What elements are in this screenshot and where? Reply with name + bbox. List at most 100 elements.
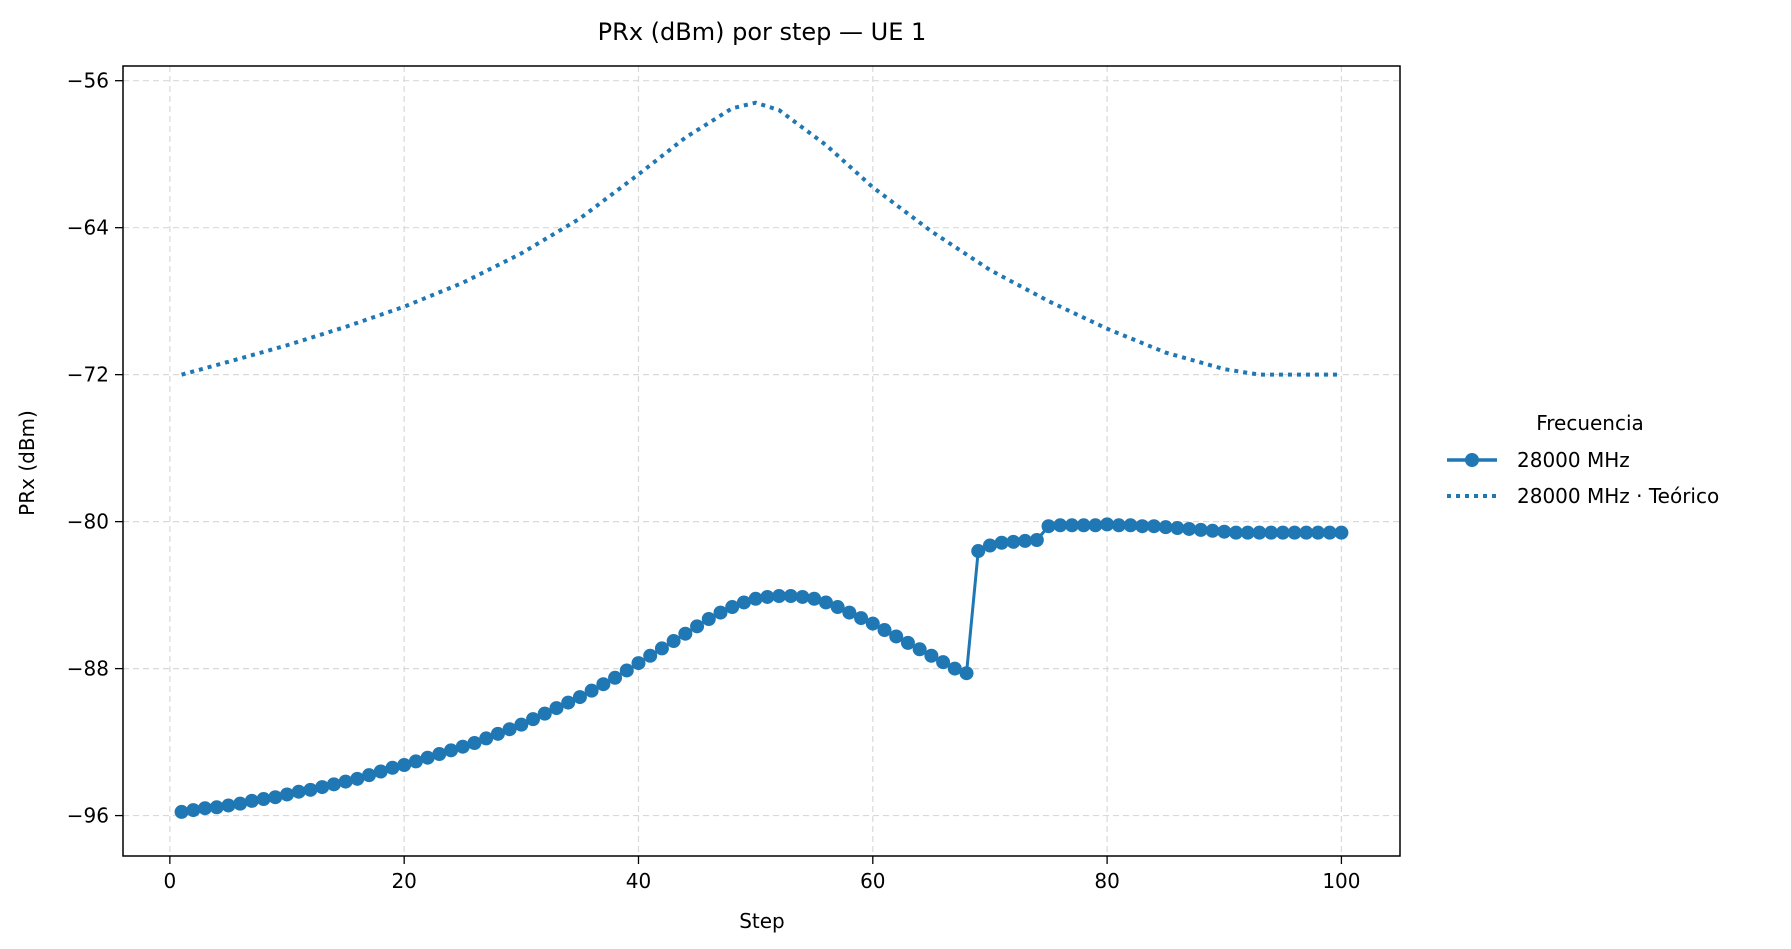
data-point	[1264, 525, 1279, 540]
y-tick-label: −80	[67, 510, 109, 534]
legend-title: Frecuencia	[1536, 411, 1644, 435]
data-point	[1135, 519, 1150, 534]
axes-layer	[122, 65, 1401, 857]
data-point	[221, 798, 236, 813]
data-point	[1088, 518, 1103, 533]
data-point	[1205, 523, 1220, 538]
x-tick-label: 20	[391, 869, 416, 893]
data-point	[631, 656, 646, 671]
x-axis-label: Step	[739, 909, 785, 933]
data-point	[303, 782, 318, 797]
data-point	[1053, 518, 1068, 533]
data-point	[338, 774, 353, 789]
data-point	[690, 619, 705, 634]
data-point	[315, 780, 330, 795]
data-point	[1064, 518, 1079, 533]
data-point	[701, 612, 716, 626]
data-point	[326, 777, 341, 792]
legend-label-theoretical: 28000 MHz · Teórico	[1517, 484, 1719, 508]
data-point	[854, 611, 869, 626]
data-point	[455, 739, 470, 754]
data-point	[818, 595, 833, 610]
data-point	[666, 634, 681, 649]
data-point	[244, 793, 259, 808]
data-point	[198, 801, 213, 816]
series-layer	[174, 100, 1349, 819]
legend-label-measured: 28000 MHz	[1517, 448, 1630, 472]
data-point	[1100, 517, 1115, 532]
data-point	[209, 800, 224, 815]
data-point	[608, 670, 623, 685]
data-point	[748, 591, 763, 606]
data-point	[233, 796, 248, 811]
data-point	[877, 623, 892, 638]
data-point	[994, 535, 1009, 550]
data-point	[1111, 518, 1126, 533]
y-axis-label: PRx (dBm)	[15, 410, 39, 516]
x-tick-label: 80	[1094, 869, 1119, 893]
data-point	[1217, 524, 1232, 539]
data-point	[514, 717, 529, 732]
data-point	[1076, 518, 1091, 533]
data-point	[268, 790, 283, 805]
data-point	[619, 663, 634, 678]
data-point	[678, 626, 693, 641]
data-point	[537, 706, 552, 721]
data-point	[713, 605, 728, 620]
data-point	[643, 648, 658, 663]
data-point	[807, 591, 822, 606]
data-point	[865, 616, 880, 631]
data-point	[830, 600, 845, 615]
data-point	[842, 605, 857, 620]
data-point	[1287, 525, 1302, 540]
data-point	[385, 760, 400, 775]
data-point	[549, 701, 564, 716]
data-point	[467, 736, 482, 751]
data-point	[772, 589, 787, 604]
data-point	[490, 726, 505, 741]
tick-layer: 0 20 40 60 80 100 −56 −64 −72 −80 −88 −96	[67, 69, 1361, 893]
data-point	[1252, 525, 1267, 540]
data-point	[1310, 525, 1325, 540]
data-point	[736, 595, 751, 610]
data-point	[1146, 519, 1161, 534]
data-point	[420, 750, 435, 765]
data-point	[1041, 519, 1056, 534]
y-tick-label: −64	[67, 216, 109, 240]
data-point	[373, 764, 388, 779]
data-point	[654, 641, 669, 656]
data-point	[1006, 534, 1021, 549]
data-point	[280, 787, 295, 802]
data-point	[1158, 520, 1173, 535]
data-point	[1029, 533, 1044, 547]
data-point	[936, 655, 951, 670]
data-point	[912, 642, 927, 657]
data-point	[982, 538, 997, 553]
data-point	[1193, 522, 1208, 537]
plot-frame	[122, 65, 1401, 857]
data-point	[291, 784, 306, 799]
data-point	[971, 544, 986, 559]
x-tick-label: 100	[1322, 869, 1360, 893]
series-line-theoretical	[181, 100, 1342, 377]
data-point	[1334, 525, 1349, 540]
chart-title: PRx (dBm) por step — UE 1	[598, 18, 927, 46]
x-tick-label: 40	[626, 869, 651, 893]
data-point	[479, 731, 494, 746]
data-point	[186, 803, 201, 818]
grid-layer	[123, 66, 1400, 856]
data-point	[1240, 525, 1255, 540]
data-point	[783, 589, 798, 604]
data-point	[350, 771, 365, 786]
data-point	[959, 666, 974, 681]
y-tick-label: −88	[67, 657, 109, 681]
data-point	[561, 695, 576, 710]
legend: Frecuencia 28000 MHz 28000 MHz · Teórico	[1447, 411, 1719, 508]
data-point	[432, 747, 447, 762]
data-point	[889, 629, 904, 644]
data-point	[174, 804, 189, 819]
data-point	[362, 768, 377, 783]
data-point	[1018, 533, 1033, 548]
